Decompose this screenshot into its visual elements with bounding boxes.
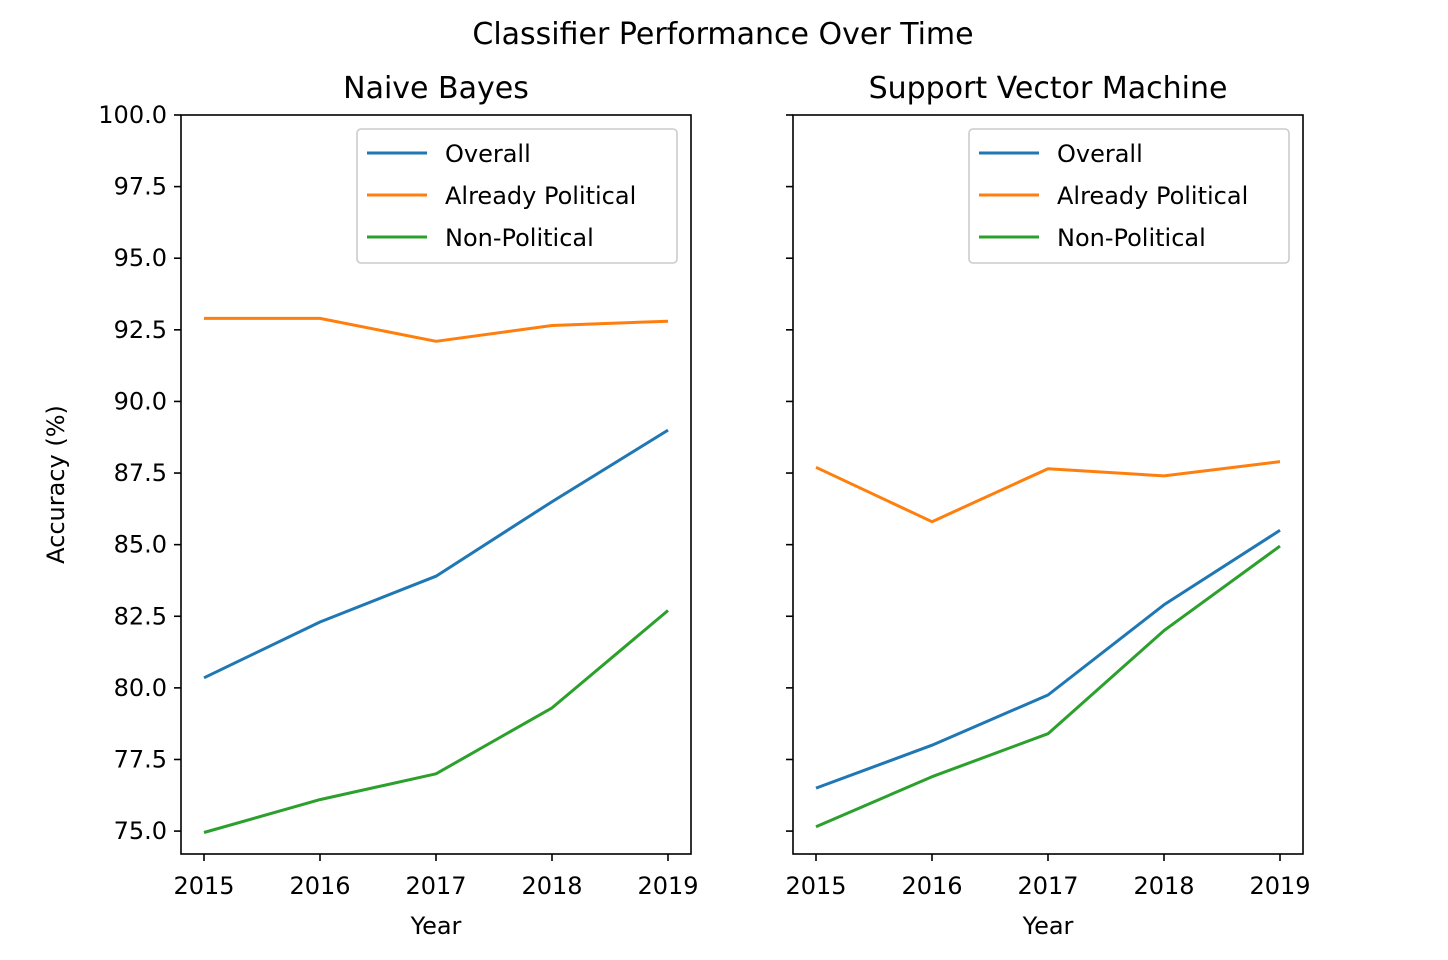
legend-box: [968, 128, 1290, 264]
legend-label-overall: Overall: [1057, 140, 1143, 168]
panel-support-vector-machine: Support Vector Machine Year 2015 2016 2017…: [785, 71, 1310, 940]
series-line-overall-naive-bayes: [203, 428, 669, 680]
legend-box: [356, 128, 678, 264]
x-tick-label-support-vector-machine: 2015: [785, 872, 846, 900]
legend-label-already-political: Already Political: [1057, 182, 1248, 210]
series-line-non-political-naive-bayes: [203, 609, 669, 834]
y-tick-label: 92.5: [114, 316, 167, 344]
y-tick-label: 90.0: [114, 387, 167, 415]
series-line-non-political-support-vector-machine: [815, 544, 1281, 829]
figure-suptitle: Classifier Performance Over Time: [472, 17, 973, 52]
x-tick-label-support-vector-machine: 2017: [1017, 872, 1078, 900]
x-tick-label-naive-bayes: 2016: [289, 872, 350, 900]
panel-title-naive-bayes: Naive Bayes: [343, 71, 529, 106]
legend-label-non-political: Non-Political: [445, 224, 594, 252]
y-tick-label: 75.0: [114, 817, 167, 845]
panel-naive-bayes: Naive Bayes Year Accuracy (%) 2015 2016 20…: [42, 71, 699, 940]
x-axis-label-naive-bayes: Year: [410, 912, 462, 940]
legend-label-already-political: Already Political: [445, 182, 636, 210]
x-tick-label-support-vector-machine: 2018: [1133, 872, 1194, 900]
y-tick-label: 85.0: [114, 531, 167, 559]
x-tick-label-support-vector-machine: 2016: [901, 872, 962, 900]
x-tick-label-naive-bayes: 2015: [173, 872, 234, 900]
y-tick-label: 97.5: [114, 173, 167, 201]
legend-support-vector-machine: Overall Already Political Non-Political: [968, 128, 1290, 264]
y-tick-label: 87.5: [114, 459, 167, 487]
series-line-already-political-naive-bayes: [204, 316, 669, 343]
legend-label-non-political: Non-Political: [1057, 224, 1206, 252]
x-tick-label-naive-bayes: 2019: [637, 872, 698, 900]
x-axis-label-support-vector-machine: Year: [1022, 912, 1074, 940]
panel-title-support-vector-machine: Support Vector Machine: [869, 71, 1228, 106]
y-tick-label: 95.0: [114, 244, 167, 272]
y-tick-label: 100.0: [98, 101, 167, 129]
y-tick-label: 77.5: [114, 745, 167, 773]
legend-naive-bayes: Overall Already Political Non-Political: [356, 128, 678, 264]
series-line-overall-support-vector-machine: [815, 529, 1281, 790]
legend-label-overall: Overall: [445, 140, 531, 168]
x-tick-label-naive-bayes: 2018: [521, 872, 582, 900]
y-axis-label: Accuracy (%): [42, 405, 70, 564]
x-tick-label-support-vector-machine: 2019: [1249, 872, 1310, 900]
y-tick-label: 80.0: [114, 674, 167, 702]
series-line-already-political-support-vector-machine: [815, 460, 1281, 524]
y-tick-label: 82.5: [114, 602, 167, 630]
x-tick-label-naive-bayes: 2017: [405, 872, 466, 900]
